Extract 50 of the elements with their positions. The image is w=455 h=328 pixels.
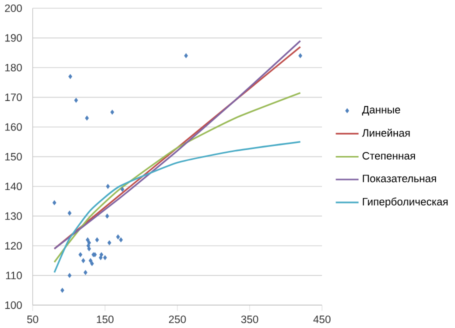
point bbox=[103, 255, 107, 260]
y-tick-label: 110 bbox=[6, 272, 22, 280]
y-tick-label: 140 bbox=[5, 182, 22, 190]
x-tick-label: 350 bbox=[241, 316, 258, 324]
point bbox=[88, 258, 92, 264]
x-tick-label: 150 bbox=[96, 316, 114, 324]
y-tick-label: 100 bbox=[5, 302, 22, 310]
point bbox=[60, 288, 64, 293]
point bbox=[86, 238, 90, 242]
line-series bbox=[54, 92, 302, 264]
point bbox=[95, 238, 99, 242]
point bbox=[298, 54, 302, 58]
point bbox=[52, 200, 56, 206]
y-tick-label: 130 bbox=[5, 212, 22, 220]
legend-label: Линейная bbox=[362, 128, 410, 137]
point bbox=[120, 187, 124, 192]
point bbox=[74, 98, 78, 103]
legend-label: Показательная bbox=[362, 175, 436, 182]
y-tick-label: 120 bbox=[5, 242, 22, 250]
point bbox=[90, 261, 94, 266]
point bbox=[184, 54, 188, 58]
y-tick-label: 150 bbox=[5, 153, 22, 161]
y-tick-label: 200 bbox=[5, 4, 22, 12]
point bbox=[87, 246, 91, 252]
point bbox=[100, 252, 104, 258]
x-tick-label: 250 bbox=[168, 316, 186, 324]
y-tick-label: 180 bbox=[5, 64, 22, 72]
point bbox=[85, 116, 89, 121]
point bbox=[110, 110, 114, 115]
line-series bbox=[54, 141, 302, 274]
y-tick-label: 190 bbox=[5, 34, 22, 42]
point bbox=[78, 252, 82, 258]
x-tick-label: 450 bbox=[313, 316, 331, 324]
point bbox=[107, 240, 112, 246]
point bbox=[106, 184, 110, 189]
point bbox=[87, 240, 91, 246]
point bbox=[105, 214, 110, 219]
legend-label: Гиперболическая bbox=[362, 198, 448, 208]
point bbox=[116, 234, 120, 240]
y-tick-label: 170 bbox=[5, 94, 22, 102]
legend-label: Степенная bbox=[362, 152, 415, 160]
y-tick-label: 160 bbox=[5, 123, 22, 131]
point bbox=[119, 238, 123, 242]
point bbox=[68, 74, 72, 80]
point bbox=[81, 258, 86, 264]
x-tick-label: 50 bbox=[27, 316, 38, 324]
point bbox=[84, 270, 88, 276]
legend-label: Данные bbox=[362, 106, 400, 116]
point bbox=[68, 210, 72, 216]
point bbox=[68, 273, 72, 278]
